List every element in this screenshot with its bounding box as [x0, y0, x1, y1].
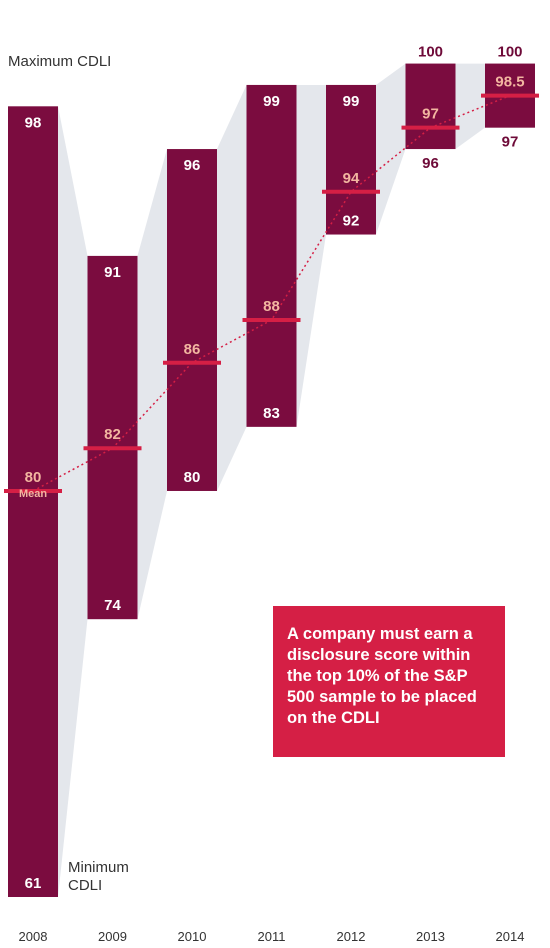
band-2013-2014: [455, 63, 485, 150]
mean-value-2010: 86: [184, 341, 201, 358]
mean-value-2011: 88: [263, 298, 280, 315]
min-value-2010: 80: [184, 469, 201, 486]
mean-value-2012: 94: [343, 170, 360, 187]
range-bar-2011: [246, 84, 297, 427]
min-value-2011: 83: [263, 405, 280, 422]
mean-value-2014: 98.5: [495, 74, 524, 91]
max-value-2011: 99: [263, 93, 280, 110]
max-value-2010: 96: [184, 157, 201, 174]
x-tick-2008: 2008: [19, 929, 48, 944]
x-tick-2010: 2010: [178, 929, 207, 944]
range-bar-2008: [8, 106, 58, 897]
range-bar-2012: [326, 84, 376, 235]
min-value-2008: 61: [25, 875, 42, 892]
mean-value-2008: 80: [25, 469, 42, 486]
band-2012-2013: [376, 63, 406, 235]
min-value-2014: 97: [502, 134, 519, 151]
min-cdli-label-line2: CDLI: [68, 877, 102, 894]
mean-markers: [4, 93, 539, 493]
min-value-2012: 92: [343, 213, 360, 230]
max-value-2009: 91: [104, 264, 121, 281]
mean-value-2013: 97: [422, 106, 439, 123]
range-bars: [8, 63, 535, 897]
min-cdli-label: Minimum CDLI: [68, 859, 133, 894]
min-value-2013: 96: [422, 155, 439, 172]
mean-value-2009: 82: [104, 426, 121, 443]
cdli-callout-box: A company must earn a disclosure score w…: [273, 606, 505, 757]
min-cdli-label-line1: Minimum: [68, 859, 129, 876]
max-cdli-label: Maximum CDLI: [8, 53, 111, 70]
x-tick-2014: 2014: [496, 929, 525, 944]
range-bar-2010: [167, 149, 217, 491]
max-value-2014: 100: [497, 44, 522, 61]
x-tick-2011: 2011: [258, 929, 286, 944]
x-axis-labels: 2008 2009 2010 2011 2012 2013 2014: [19, 929, 525, 944]
max-value-2012: 99: [343, 93, 360, 110]
x-tick-2013: 2013: [416, 929, 445, 944]
range-bar-2013: [405, 63, 456, 150]
x-tick-2009: 2009: [98, 929, 127, 944]
value-labels: 80 98 61 82 91 74 86 96 80 88 99 83 94 99 92 97 100 96 98.…: [25, 44, 525, 892]
band-2011-2012: [296, 84, 326, 427]
min-value-2009: 74: [104, 597, 121, 614]
range-bar-2009: [87, 255, 138, 620]
band-2008-2009: [58, 106, 88, 897]
x-tick-2012: 2012: [337, 929, 366, 944]
mean-label: Mean: [19, 488, 47, 500]
max-value-2008: 98: [25, 114, 42, 131]
max-value-2013: 100: [418, 44, 443, 61]
range-connector-bands: [58, 63, 485, 897]
band-2009-2010: [137, 149, 167, 620]
band-2010-2011: [217, 84, 247, 491]
